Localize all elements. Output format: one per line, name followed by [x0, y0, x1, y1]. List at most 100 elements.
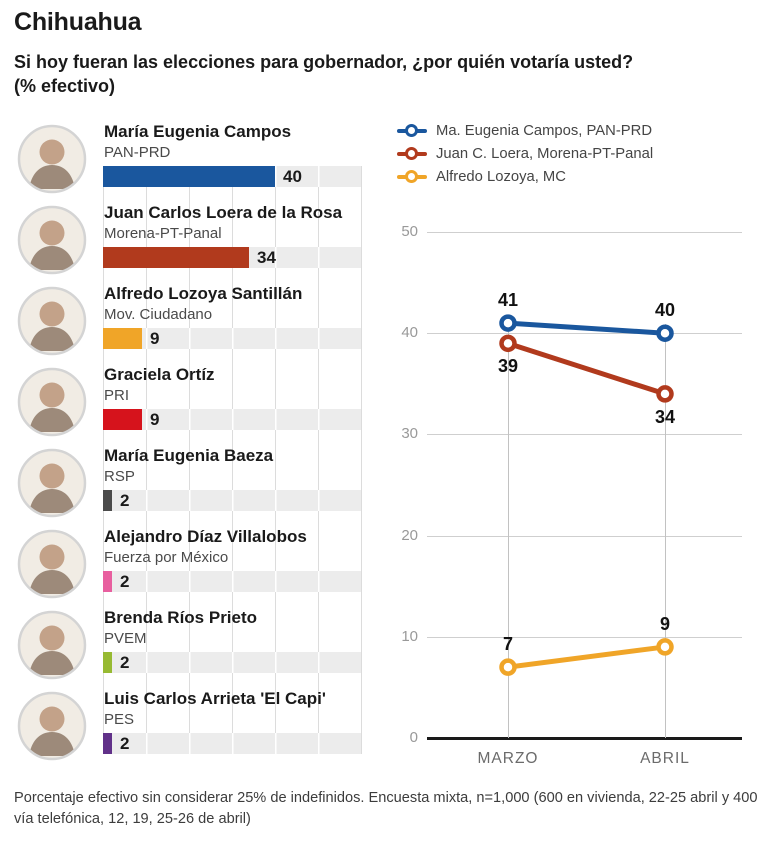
bar-gridline — [189, 166, 190, 754]
bar-track — [103, 490, 361, 511]
bar-value-label: 2 — [120, 653, 130, 672]
candidate-name: Alfredo Lozoya Santillán — [104, 284, 303, 303]
data-point-marker — [656, 324, 674, 342]
candidate-photo — [16, 285, 88, 357]
candidate-name: Graciela Ortíz — [104, 365, 215, 384]
candidate-name: María Eugenia Campos — [104, 122, 292, 141]
legend-ring — [405, 123, 418, 137]
bar-fill — [103, 328, 142, 349]
y-tick-label: 30 — [401, 425, 418, 443]
y-gridline — [427, 434, 742, 436]
bar-gridline — [103, 166, 104, 754]
bar-fill — [103, 571, 112, 592]
candidate-party: Mov. Ciudadano — [104, 306, 213, 323]
data-point-label: 34 — [654, 406, 676, 427]
candidate-party: PRI — [104, 387, 130, 404]
data-point-marker — [499, 658, 517, 676]
candidate-photo — [16, 204, 88, 276]
bar-gridline — [275, 166, 276, 754]
bar-gridline — [146, 166, 147, 754]
legend-ring — [405, 169, 418, 183]
candidate-photo — [16, 366, 88, 438]
data-point-label: 40 — [654, 300, 676, 321]
bar-value-label: 9 — [150, 410, 160, 429]
y-gridline — [427, 636, 742, 638]
y-tick-label: 10 — [401, 627, 418, 645]
bar-value-label: 2 — [120, 572, 130, 591]
bar-track — [103, 652, 361, 673]
candidate-party: PES — [104, 711, 135, 728]
data-point-label: 7 — [502, 634, 513, 655]
bar-value-label: 9 — [150, 329, 160, 348]
bar-fill — [103, 733, 112, 754]
legend-label: Juan C. Loera, Morena-PT-Panal — [436, 145, 654, 162]
candidate-name: María Eugenia Baeza — [104, 446, 274, 465]
candidate-party: PVEM — [104, 630, 147, 647]
data-point-marker — [656, 385, 674, 403]
bar-fill — [103, 652, 112, 673]
bar-track — [103, 571, 361, 592]
bar-track — [103, 328, 361, 349]
candidate-photo — [16, 690, 88, 762]
legend-marker-icon — [397, 123, 427, 138]
x-tick-label: ABRIL — [640, 750, 690, 767]
legend-item: Ma. Eugenia Campos, PAN-PRD — [397, 119, 653, 142]
bar-fill — [103, 409, 142, 430]
candidate-party: Morena-PT-Panal — [104, 225, 222, 242]
series-line — [507, 644, 666, 670]
trend-chart: Ma. Eugenia Campos, PAN-PRD Juan C. Loera… — [380, 115, 768, 795]
trend-lines — [499, 314, 674, 676]
subtitle: Si hoy fueran las elecciones para gobern… — [14, 51, 759, 99]
bar-value-label: 2 — [120, 491, 130, 510]
y-tick-label: 40 — [401, 324, 418, 342]
legend-item: Alfredo Lozoya, MC — [397, 165, 653, 188]
x-axis-line — [427, 737, 742, 740]
legend-label: Ma. Eugenia Campos, PAN-PRD — [436, 122, 653, 139]
series-line — [507, 320, 666, 336]
bar-value-label: 40 — [283, 167, 302, 186]
data-point-marker — [499, 314, 517, 332]
bar-gridline — [318, 166, 319, 754]
y-gridline — [427, 535, 742, 537]
legend-ring — [405, 146, 418, 160]
candidate-photo — [16, 528, 88, 600]
bar-track — [103, 733, 361, 754]
bar-fill — [103, 490, 112, 511]
legend-marker-icon — [397, 169, 427, 184]
footnote: Porcentaje efectivo sin considerar 25% d… — [14, 790, 758, 828]
subtitle-unit: (% efectivo) — [14, 75, 116, 96]
candidate-party: PAN-PRD — [104, 144, 171, 161]
data-point-marker — [499, 334, 517, 353]
bar-fill — [103, 247, 249, 268]
candidate-name: Brenda Ríos Prieto — [104, 608, 258, 627]
subtitle-question: Si hoy fueran las elecciones para gobern… — [14, 52, 634, 72]
bar-fill — [103, 166, 275, 187]
bar-track — [103, 409, 361, 430]
candidate-name: Luis Carlos Arrieta 'El Capi' — [104, 689, 326, 708]
legend-item: Juan C. Loera, Morena-PT-Panal — [397, 142, 653, 165]
bar-value-label: 2 — [120, 734, 130, 753]
candidate-photo — [16, 123, 88, 195]
chart-legend: Ma. Eugenia Campos, PAN-PRD Juan C. Loera… — [397, 119, 653, 188]
bar-value-label: 34 — [257, 248, 276, 267]
data-point-label: 9 — [659, 613, 670, 634]
data-point-label: 39 — [497, 356, 519, 377]
candidate-name: Alejandro Díaz Villalobos — [104, 527, 307, 546]
month-gridline — [508, 324, 509, 738]
y-tick-label: 20 — [401, 526, 418, 544]
bar-gridline — [361, 166, 362, 754]
candidate-photo — [16, 609, 88, 681]
legend-label: Alfredo Lozoya, MC — [436, 168, 566, 185]
bar-gridline — [232, 166, 233, 754]
candidate-name: Juan Carlos Loera de la Rosa — [104, 203, 343, 222]
y-gridline — [427, 333, 742, 335]
x-tick-label: MARZO — [477, 750, 539, 767]
candidate-party: Fuerza por México — [104, 549, 229, 566]
y-tick-label: 0 — [409, 729, 418, 746]
data-point-marker — [656, 638, 674, 656]
data-point-label: 41 — [497, 290, 519, 311]
month-gridline — [665, 324, 666, 738]
legend-marker-icon — [397, 146, 427, 161]
candidate-party: RSP — [104, 468, 135, 485]
